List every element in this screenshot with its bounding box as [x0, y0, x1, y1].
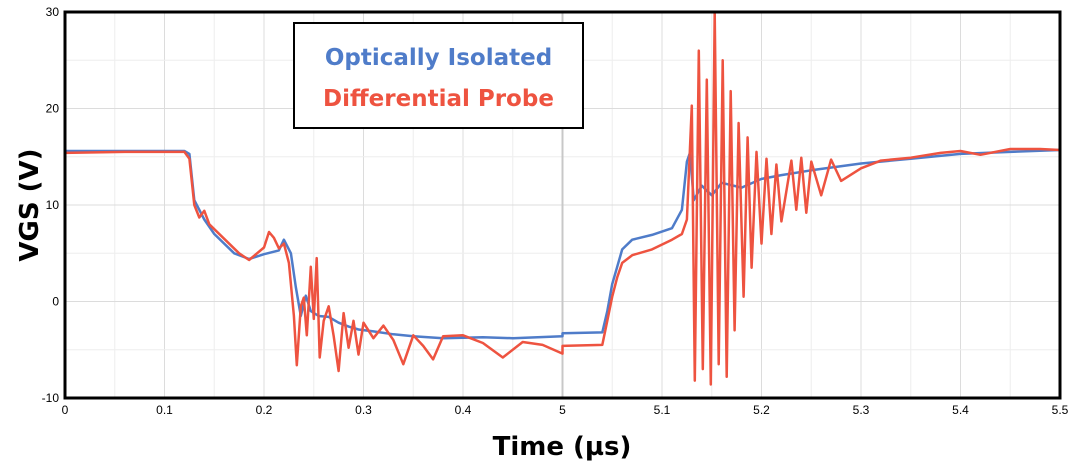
plot-frame [63, 10, 1062, 400]
series-line-differential-probe [64, 10, 1061, 386]
legend-entry-differential-probe: Differential Probe [323, 86, 554, 112]
x-tick-label: 0 [62, 403, 69, 417]
x-tick-label: 5.1 [654, 403, 671, 417]
x-tick-label: 0.1 [156, 403, 173, 417]
x-tick-label: 5.2 [753, 403, 770, 417]
legend-entry-optically-isolated: Optically Isolated [325, 45, 552, 71]
x-tick-label: 5.3 [853, 403, 870, 417]
y-tick-label: 30 [46, 5, 60, 19]
series-group [64, 10, 1061, 386]
y-tick-label: 20 [46, 102, 60, 116]
legend-box [293, 22, 584, 129]
x-axis-title: Time (µs) [493, 432, 632, 462]
x-tick-label: 0.4 [455, 403, 472, 417]
y-axis-title: VGS (V) [15, 148, 45, 261]
y-tick-label: 10 [46, 198, 60, 212]
x-tick-label: 5.5 [1052, 403, 1069, 417]
legend: Optically Isolated Differential Probe [293, 22, 584, 129]
x-tick-label: 5 [559, 403, 566, 417]
x-tick-label: 0.3 [355, 403, 372, 417]
x-tick-label: 5.4 [952, 403, 969, 417]
x-tick-label: 0.2 [256, 403, 273, 417]
y-tick-label: -10 [42, 391, 60, 405]
y-tick-label: 0 [52, 295, 59, 309]
